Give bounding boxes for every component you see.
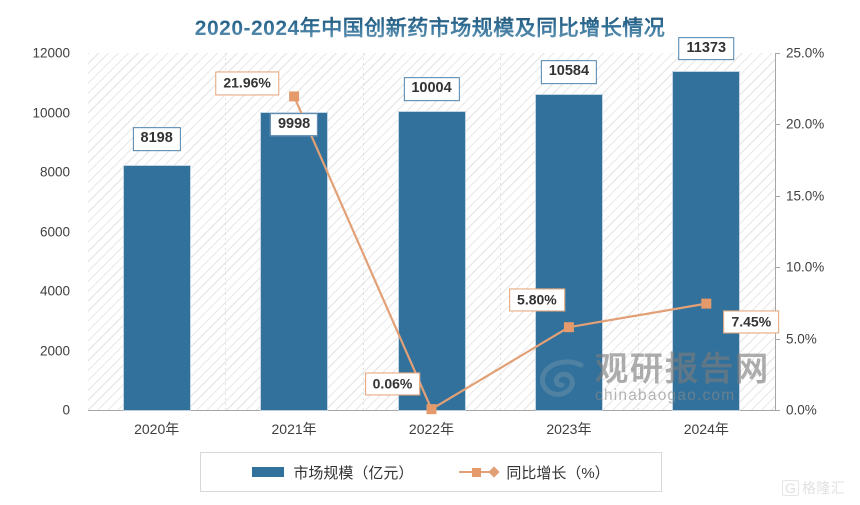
line-swatch-icon xyxy=(459,466,500,478)
right-axis-tick: 0.0% xyxy=(786,402,817,418)
growth-label-2024年: 7.45% xyxy=(723,310,780,334)
bar-2020年[interactable] xyxy=(123,166,190,410)
chart-title: 2020-2024年中国创新药市场规模及同比增长情况 xyxy=(0,12,860,42)
diamond-marker-icon xyxy=(488,466,500,478)
right-axis-tick: 10.0% xyxy=(786,259,825,275)
bar-swatch-icon xyxy=(252,467,285,477)
left-axis-tick: 12000 xyxy=(32,45,70,61)
legend-label-growth-rate: 同比增长（%） xyxy=(506,464,610,482)
x-axis-tick-2022年: 2022年 xyxy=(408,421,455,437)
growth-label-2022年: 0.06% xyxy=(364,372,421,396)
right-y-axis-line xyxy=(775,53,776,411)
bar-value-label-2023年: 10584 xyxy=(540,60,598,84)
left-axis-tick: 6000 xyxy=(39,224,70,239)
corner-watermark: G 格隆汇 xyxy=(782,478,845,498)
left-axis-tick: 0 xyxy=(62,402,70,418)
bar-2024年[interactable] xyxy=(673,71,740,410)
x-axis-tick-2020年: 2020年 xyxy=(134,421,180,437)
bar-2022年[interactable] xyxy=(398,112,465,410)
bar-value-label-2020年: 8198 xyxy=(132,127,181,151)
bar-value-label-2021年: 9998 xyxy=(269,112,319,137)
left-axis-tick: 8000 xyxy=(39,164,70,180)
x-axis-line xyxy=(88,410,775,411)
left-axis-tick: 2000 xyxy=(39,343,70,358)
bar-value-label-2024年: 11373 xyxy=(678,36,735,61)
corner-watermark-text: 格隆汇 xyxy=(801,480,846,496)
x-axis-tick-2021年: 2021年 xyxy=(271,421,317,437)
legend-label-market-size: 市场规模（亿元） xyxy=(293,464,414,482)
right-axis-tick: 15.0% xyxy=(786,188,825,204)
right-axis-tick-mark xyxy=(775,338,780,340)
right-axis-tick-mark xyxy=(775,124,780,126)
right-axis-tick-mark xyxy=(775,267,780,269)
right-axis-tick-mark xyxy=(775,195,780,197)
bar-value-label-2022年: 10004 xyxy=(403,77,460,102)
bar-2023年[interactable] xyxy=(535,95,602,410)
left-axis-tick: 4000 xyxy=(39,283,70,299)
vertical-gridline xyxy=(500,53,502,410)
right-axis-tick: 25.0% xyxy=(786,45,825,61)
vertical-gridline xyxy=(637,53,639,410)
right-axis-tick: 20.0% xyxy=(786,116,825,132)
x-axis-tick-2023年: 2023年 xyxy=(546,421,592,437)
growth-label-2021年: 21.96% xyxy=(215,71,279,95)
legend-item-market-size[interactable]: 市场规模（亿元） xyxy=(252,462,413,483)
left-axis-tick: 10000 xyxy=(32,105,70,120)
right-axis-tick-mark xyxy=(775,53,780,54)
corner-watermark-mark: G xyxy=(782,480,799,496)
legend-item-growth-rate[interactable]: 同比增长（%） xyxy=(459,462,610,483)
chart-legend: 市场规模（亿元） 同比增长（%） xyxy=(200,452,662,492)
x-axis-tick-2024年: 2024年 xyxy=(683,421,729,437)
right-axis-tick-mark xyxy=(775,410,780,411)
vertical-gridline xyxy=(362,53,364,410)
vertical-gridline xyxy=(225,53,227,410)
growth-label-2023年: 5.80% xyxy=(509,288,565,312)
bar-2021年[interactable] xyxy=(261,112,328,410)
right-axis-tick: 5.0% xyxy=(786,331,817,347)
